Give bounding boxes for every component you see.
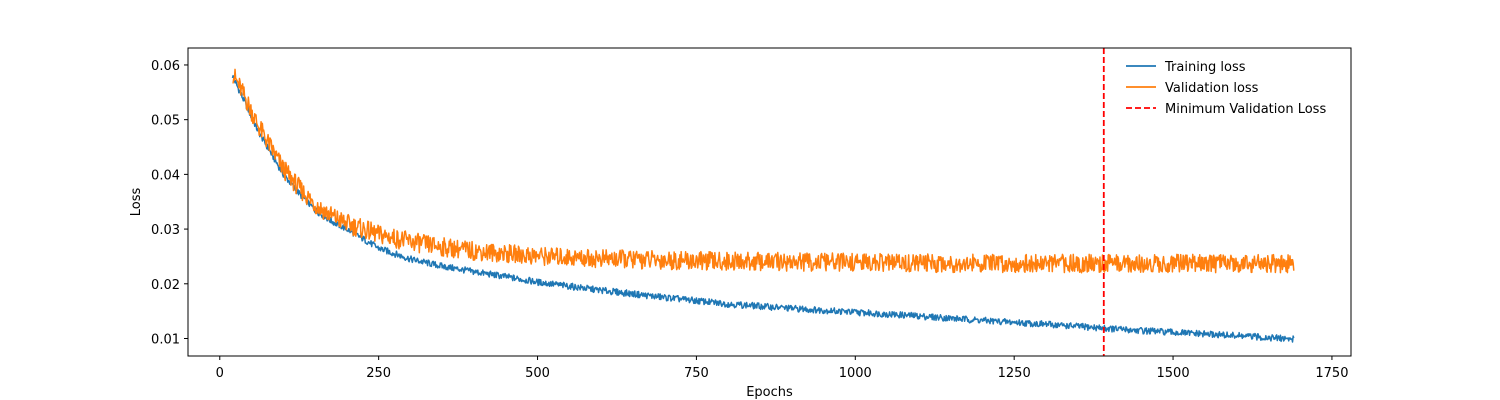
x-tick-label: 750	[684, 366, 709, 381]
y-tick-label: 0.06	[151, 59, 180, 74]
y-tick-label: 0.05	[151, 114, 180, 129]
x-tick-label: 1500	[1157, 366, 1190, 381]
x-tick-label: 1250	[998, 366, 1031, 381]
legend-label: Minimum Validation Loss	[1165, 102, 1326, 117]
legend-label: Training loss	[1164, 60, 1246, 75]
plot-area	[231, 48, 1295, 356]
x-axis-label: Epochs	[746, 385, 793, 400]
y-tick-label: 0.01	[151, 332, 180, 347]
y-axis-ticks: 0.01 0.02 0.03 0.04 0.05 0.06	[151, 59, 188, 347]
legend-item-min-val: Minimum Validation Loss	[1126, 102, 1326, 117]
axes-frame	[187, 47, 1352, 357]
y-axis-label: Loss	[129, 188, 144, 217]
x-axis-ticks: 0 250 500 750 1000 1250 1500 1750	[216, 356, 1348, 381]
x-tick-label: 250	[366, 366, 391, 381]
legend-item-validation: Validation loss	[1126, 81, 1259, 96]
x-tick-label: 1750	[1315, 366, 1348, 381]
x-tick-label: 500	[525, 366, 550, 381]
y-tick-label: 0.03	[151, 223, 180, 238]
y-tick-label: 0.04	[151, 168, 180, 183]
legend: Training loss Validation loss Minimum Vali…	[1126, 60, 1326, 117]
series-line-training	[231, 74, 1295, 343]
series-line-validation	[232, 68, 1295, 274]
y-tick-label: 0.02	[151, 278, 180, 293]
legend-item-training: Training loss	[1126, 60, 1246, 75]
legend-label: Validation loss	[1165, 81, 1259, 96]
x-tick-label: 0	[216, 366, 224, 381]
x-tick-label: 1000	[839, 366, 872, 381]
